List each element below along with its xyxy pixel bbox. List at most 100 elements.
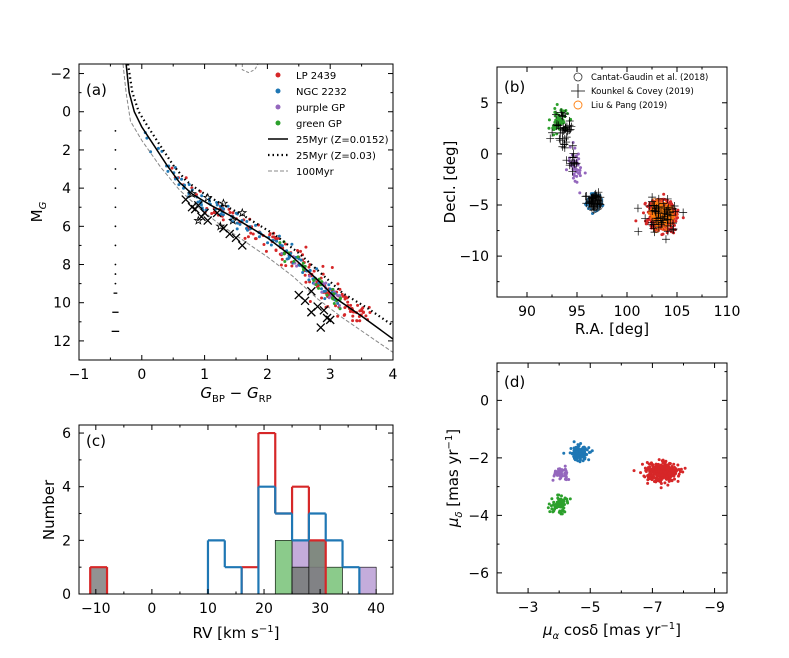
sky-kounkel-covey-marker [664,203,673,212]
cmd-x-marker [203,216,213,226]
panel-a-ytick-label: 8 [62,258,71,274]
legend-entry-lp-2439: LP 2439 [275,71,336,82]
cmd-member-point [215,201,219,205]
cmd-member-point [274,248,278,252]
cmd-member-point [280,257,284,261]
pm-member-point [587,451,591,455]
pm-member-point [657,473,661,477]
pm-member-point [681,470,685,474]
cmd-member-point [268,233,272,237]
cmd-member-point [332,301,336,305]
cmd-member-point [234,211,238,215]
cmd-star-marker [187,188,197,199]
legend-label: Liu & Pang (2019) [591,101,667,111]
cmd-member-point [302,268,306,272]
sky-kounkel-covey-marker [650,206,659,215]
cmd-member-point [308,274,312,278]
sky-member-point [551,126,555,130]
cmd-member-point [280,251,284,255]
sky-kounkel-covey-marker [567,159,576,168]
cmd-member-point [246,228,250,232]
xlabel-minus: − [225,384,247,402]
cmd-member-point [295,264,299,268]
sky-member-point [553,120,557,124]
cmd-member-point [342,313,346,317]
cmd-member-point [360,307,364,311]
sky-kounkel-covey-marker [657,220,666,229]
sky-member-point [646,220,650,224]
sky-kounkel-covey-marker [587,198,596,207]
cmd-x-marker [325,315,335,325]
pm-member-point [552,500,556,504]
cmd-member-point [249,231,253,235]
sky-member-point [577,171,581,175]
pm-member-point [659,470,663,474]
cmd-member-point [269,243,273,247]
legend-dot-marker [275,120,281,126]
legend-entry-2: Liu & Pang (2019) [573,100,667,111]
sky-kounkel-covey-marker [647,220,656,229]
cmd-member-point [334,304,338,308]
hist-step-ngc-2232 [206,485,361,594]
cmd-member-point [279,263,283,267]
cmd-member-point [337,304,341,308]
legend-entry-1: Kounkel & Covey (2019) [571,84,694,98]
legend-orange-circle [573,100,583,110]
cmd-x-marker [237,240,247,250]
pm-member-point [662,464,666,468]
sky-member-point [560,119,564,123]
sky-kounkel-covey-marker [594,188,603,197]
pm-member-point [590,449,594,453]
cmd-x-marker [225,229,235,239]
cmd-member-point [368,310,372,314]
sky-member-point [660,233,664,237]
xlabel-exp: −1 [660,621,675,632]
ylabel-g: G [38,201,49,209]
pm-member-point [578,460,582,464]
sky-kounkel-covey-marker [665,208,674,217]
sky-kounkel-covey-marker [546,134,555,143]
cmd-star-marker [227,215,238,225]
legend-entry-ngc-2232: NGC 2232 [275,87,347,98]
pm-member-point [659,482,663,486]
cmd-member-point [325,293,329,297]
cmd-member-point [262,242,266,246]
sky-member-point [556,118,560,122]
cmd-member-point [180,177,184,181]
sky-kounkel-covey-marker [569,153,578,162]
panel-a-xtick-label: 3 [326,367,335,383]
panel-d-xtick-label: −5 [580,600,601,616]
pm-member-point [679,467,683,471]
cmd-member-point [327,283,331,287]
sky-kounkel-covey-marker [568,141,577,150]
sky-member-point [552,133,556,137]
pm-member-point [683,466,687,470]
cmd-member-point [343,297,347,301]
cmd-member-point [320,290,324,294]
pm-member-point [667,471,671,475]
legend-entry-25myr-z-0-03-: 25Myr (Z=0.03) [268,151,376,162]
wd-sequence-point [114,149,117,151]
legend-label: 25Myr (Z=0.03) [296,151,376,162]
panel-c-ytick-label: 2 [62,533,71,549]
ylabel-close: ] [444,429,462,435]
cmd-member-point [278,241,282,245]
cmd-member-point [340,292,344,296]
xlabel-rp: RP [259,394,272,405]
cmd-member-point [145,136,149,140]
ylabel-mu: μ [444,518,462,529]
cmd-member-point [296,255,300,259]
pm-member-point [587,446,591,450]
sky-kounkel-covey-marker [649,224,658,233]
cmd-member-point [304,245,308,249]
cmd-star-marker [215,221,226,231]
pm-member-point [677,472,681,476]
pm-member-point [673,472,677,476]
sky-kounkel-covey-marker [671,207,680,216]
cmd-member-point [364,314,368,318]
pm-member-point [672,462,676,466]
cmd-x-marker [300,296,310,306]
cmd-member-point [215,203,219,207]
panel-a-ytick-label: 4 [62,181,71,197]
pm-member-point [676,479,680,483]
